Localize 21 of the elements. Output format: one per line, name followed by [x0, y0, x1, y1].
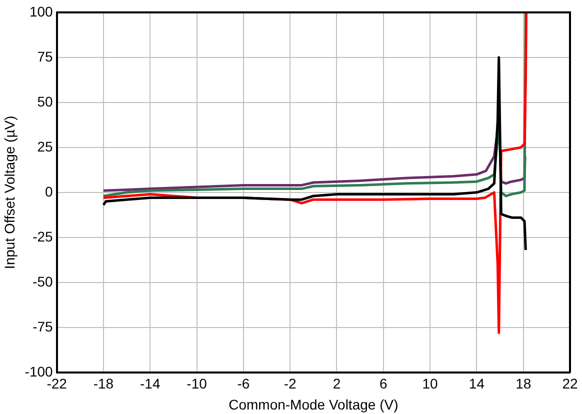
x-tick-label: 14	[468, 376, 485, 392]
x-tick-label: 10	[422, 376, 438, 392]
y-tick-label: -25	[32, 228, 54, 244]
y-tick-label: -50	[32, 273, 54, 290]
x-tick-label: -6	[237, 376, 250, 392]
x-tick-label: -18	[93, 376, 114, 392]
y-tick-label: 75	[37, 48, 54, 64]
y-tick-label: -75	[32, 318, 54, 334]
x-tick-label: 6	[379, 376, 388, 392]
x-tick-label: 18	[516, 376, 532, 392]
y-axis-title: Input Offset Voltage (µV)	[1, 116, 18, 270]
x-axis-title: Common-Mode Voltage (V)	[228, 396, 398, 412]
y-tick-label: 0	[45, 183, 54, 200]
x-tick-label: -2	[284, 376, 297, 392]
x-tick-label: -10	[186, 376, 208, 392]
y-tick-label: 100	[29, 3, 54, 20]
x-tick-label: 2	[332, 376, 341, 392]
x-tick-label: 22	[562, 376, 578, 392]
y-tick-label: 50	[37, 93, 54, 110]
x-tick-label: -14	[140, 376, 160, 392]
y-tick-label: 25	[37, 138, 54, 154]
